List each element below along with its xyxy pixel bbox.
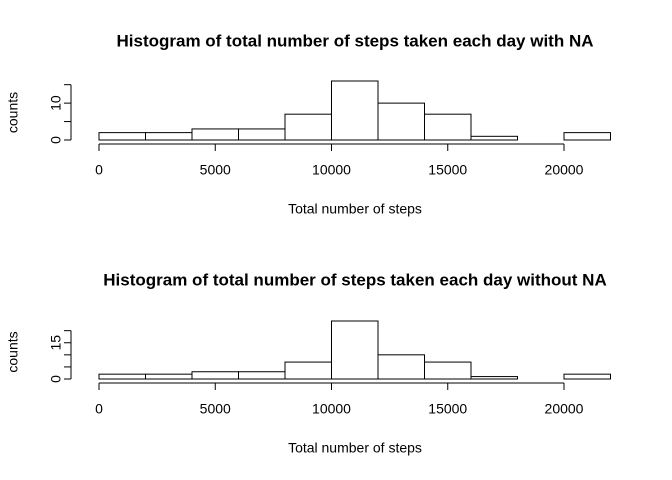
histogram-bar (563, 132, 611, 141)
histogram-bar (191, 371, 239, 380)
x-tick-label: 5000 (200, 401, 231, 417)
x-axis-label: Total number of steps (288, 201, 422, 217)
histogram-bar (424, 361, 472, 380)
x-tick-label: 0 (95, 401, 103, 417)
histogram-bar (238, 371, 286, 380)
histogram-bar (470, 135, 518, 141)
histogram-bar (145, 373, 193, 380)
y-tick-label: 15 (48, 335, 64, 351)
histogram-bar (284, 361, 332, 380)
histogram-bar (238, 128, 286, 141)
x-tick-label: 20000 (545, 162, 584, 178)
x-tick-label: 15000 (428, 401, 467, 417)
histogram-bar (377, 354, 425, 380)
histogram-bar (331, 320, 379, 380)
x-tick-label: 0 (95, 162, 103, 178)
histogram-bar (331, 80, 379, 141)
y-tick-label: 0 (48, 136, 64, 144)
x-tick-label: 5000 (200, 162, 231, 178)
x-tick-label: 15000 (428, 162, 467, 178)
histogram-bar (191, 128, 239, 141)
x-tick-label: 10000 (312, 162, 351, 178)
x-axis-label: Total number of steps (288, 440, 422, 456)
y-tick-label: 0 (48, 375, 64, 383)
x-tick-label: 10000 (312, 401, 351, 417)
histogram-bar (98, 132, 146, 141)
y-axis-label: counts (5, 92, 21, 133)
histogram-bar (284, 113, 332, 141)
histogram-bar (563, 373, 611, 380)
chart-title: Histogram of total number of steps taken… (103, 270, 606, 289)
chart-title: Histogram of total number of steps taken… (116, 31, 593, 50)
histogram-bar (377, 102, 425, 141)
histogram-bar (470, 376, 518, 380)
x-tick-label: 20000 (545, 401, 584, 417)
y-axis-label: counts (5, 331, 21, 372)
y-tick-label: 10 (48, 95, 64, 111)
histogram-bar (98, 373, 146, 380)
histogram-bar (145, 132, 193, 141)
histogram-bar (424, 113, 472, 141)
